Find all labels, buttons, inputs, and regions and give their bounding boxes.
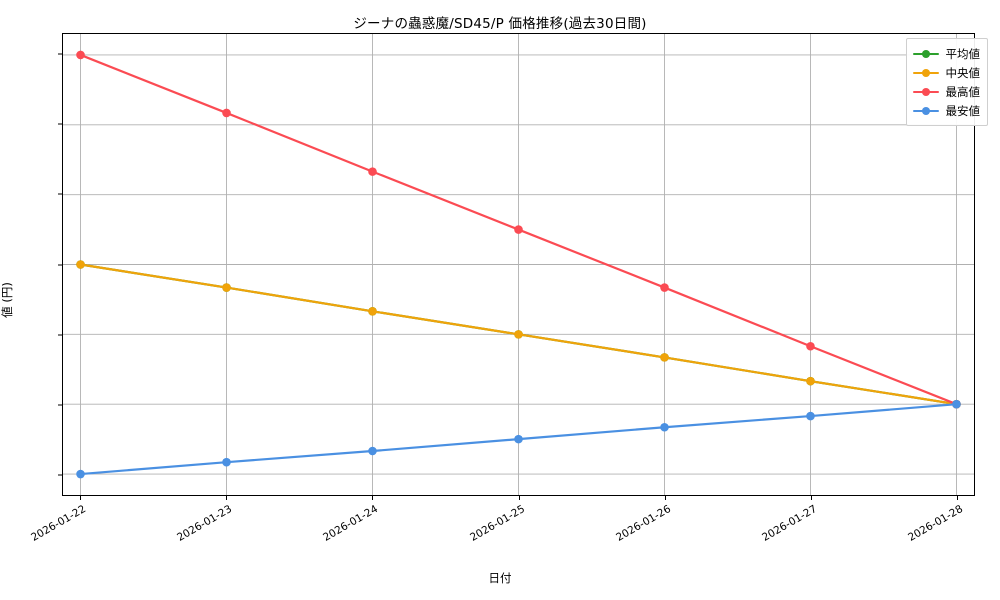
chart-title: ジーナの蟲惑魔/SD45/P 価格推移(過去30日間) bbox=[353, 16, 647, 32]
y-tick-mark bbox=[58, 123, 62, 125]
legend-swatch-icon bbox=[912, 48, 939, 60]
x-tick-label: 2026-01-28 bbox=[906, 503, 966, 544]
x-tick-mark bbox=[811, 496, 813, 500]
legend-label: 中央値 bbox=[945, 65, 981, 80]
data-point-marker bbox=[222, 457, 231, 467]
data-point-marker bbox=[368, 446, 377, 456]
data-point-marker bbox=[660, 283, 669, 292]
x-tick-mark bbox=[518, 496, 520, 500]
x-tick-label: 2026-01-22 bbox=[28, 503, 88, 544]
x-tick-label: 2026-01-27 bbox=[760, 503, 820, 544]
y-tick-mark bbox=[58, 474, 62, 476]
legend-label: 平均値 bbox=[945, 46, 981, 61]
data-point-marker bbox=[514, 330, 523, 339]
y-tick-mark bbox=[58, 404, 62, 406]
legend-item[interactable]: 最高値 bbox=[912, 82, 981, 101]
data-point-marker bbox=[222, 283, 231, 292]
legend-swatch-icon bbox=[912, 67, 939, 79]
data-point-marker bbox=[368, 307, 377, 316]
data-point-marker bbox=[660, 353, 669, 362]
x-tick-mark bbox=[79, 496, 81, 500]
plot-area bbox=[62, 33, 975, 496]
y-tick-mark bbox=[58, 334, 62, 336]
data-point-marker bbox=[76, 50, 85, 60]
data-point-marker bbox=[806, 411, 815, 421]
data-point-marker bbox=[76, 260, 85, 269]
x-tick-label: 2026-01-25 bbox=[467, 503, 527, 544]
y-tick-mark bbox=[58, 193, 62, 195]
data-point-marker bbox=[806, 341, 815, 351]
legend-item[interactable]: 平均値 bbox=[912, 44, 981, 63]
x-tick-mark bbox=[372, 496, 374, 500]
chart-legend: 平均値中央値最高値最安値 bbox=[905, 38, 988, 126]
legend-item[interactable]: 最安値 bbox=[912, 101, 981, 120]
y-tick-mark bbox=[58, 264, 62, 265]
x-tick-mark bbox=[225, 496, 227, 500]
legend-swatch-icon bbox=[912, 86, 939, 98]
legend-item[interactable]: 中央値 bbox=[912, 63, 981, 82]
y-axis-label: 値 (円) bbox=[0, 282, 14, 318]
x-tick-label: 2026-01-26 bbox=[613, 503, 673, 544]
data-point-marker bbox=[514, 225, 523, 234]
legend-label: 最高値 bbox=[945, 84, 981, 99]
data-point-marker bbox=[368, 167, 377, 176]
data-point-marker bbox=[806, 376, 815, 386]
data-point-marker bbox=[952, 399, 961, 409]
plot-svg bbox=[63, 34, 974, 495]
data-point-marker bbox=[222, 108, 231, 118]
data-point-marker bbox=[660, 422, 669, 432]
data-point-marker bbox=[76, 469, 85, 479]
x-axis-label: 日付 bbox=[488, 571, 512, 585]
grid-lines bbox=[63, 34, 974, 495]
x-tick-label: 2026-01-23 bbox=[175, 503, 234, 544]
legend-swatch-icon bbox=[912, 105, 939, 117]
x-tick-mark bbox=[957, 496, 959, 500]
x-tick-label: 2026-01-24 bbox=[321, 503, 381, 544]
y-tick-mark bbox=[58, 53, 62, 55]
x-tick-mark bbox=[664, 496, 666, 500]
series-lines bbox=[76, 50, 961, 479]
data-point-marker bbox=[514, 434, 523, 444]
legend-label: 最安値 bbox=[945, 103, 981, 118]
